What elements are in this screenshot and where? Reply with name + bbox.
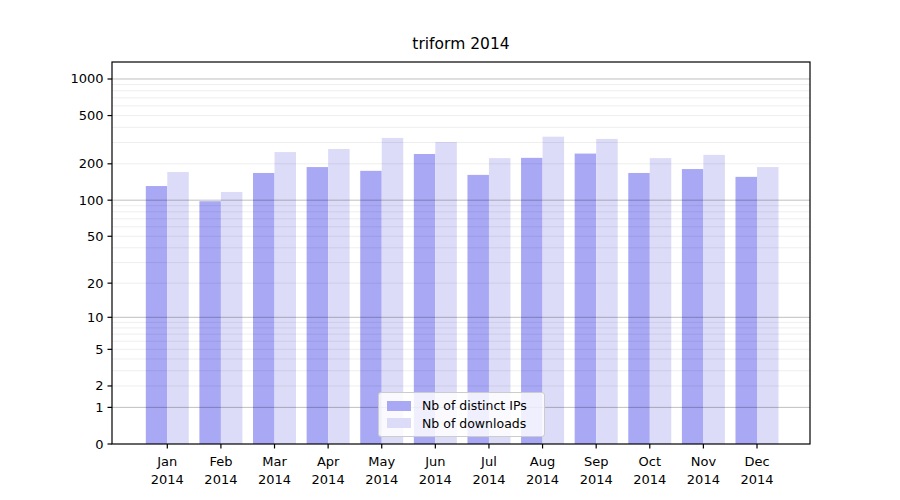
chart-title: triform 2014 [412, 35, 509, 53]
y-tick-label: 500 [79, 108, 104, 123]
bar-downloads-apr [328, 149, 350, 444]
legend: Nb of distinct IPs Nb of downloads [378, 392, 545, 437]
y-tick-label: 200 [79, 156, 104, 171]
bar-distinct-ips-nov [682, 169, 704, 444]
legend-swatch-distinct-ips [387, 401, 411, 411]
legend-item-distinct-ips: Nb of distinct IPs [387, 398, 540, 413]
y-tick-label: 2 [95, 378, 103, 393]
x-tick-label: Apr2014 [312, 454, 345, 487]
y-tick-label: 0 [95, 437, 103, 452]
bar-downloads-jan [167, 172, 189, 444]
y-tick-label: 20 [87, 276, 104, 291]
x-tick-label: Nov2014 [687, 454, 720, 487]
legend-label-downloads: Nb of downloads [422, 416, 526, 431]
bar-distinct-ips-dec [736, 177, 758, 444]
x-tick-label: Feb2014 [204, 454, 237, 487]
bar-downloads-nov [703, 155, 725, 444]
y-tick-label: 10 [87, 310, 104, 325]
x-tick-label: May2014 [365, 454, 398, 487]
x-tick-label: Mar2014 [258, 454, 291, 487]
x-tick-label: Jun2014 [419, 454, 452, 487]
bar-downloads-mar [275, 152, 297, 444]
x-tick-label: Sep2014 [580, 454, 613, 487]
bar-downloads-oct [650, 158, 672, 444]
bar-distinct-ips-jan [146, 186, 168, 444]
x-tick-label: Dec2014 [740, 454, 773, 487]
legend-label-distinct-ips: Nb of distinct IPs [422, 398, 527, 413]
bar-distinct-ips-mar [253, 173, 275, 444]
y-tick-label: 50 [87, 229, 104, 244]
y-tick-label: 5 [95, 342, 103, 357]
figure: 0 1 2 5 10 20 50 100 200 500 1000 Jan2014 Feb2014 Mar… [0, 0, 900, 500]
bar-distinct-ips-apr [307, 167, 329, 444]
legend-swatch-downloads [387, 418, 411, 428]
y-tick-label: 1000 [70, 71, 103, 86]
x-tick-label: Aug2014 [526, 454, 559, 487]
x-tick-label: Jul2014 [472, 454, 505, 487]
y-tick-label: 100 [79, 193, 104, 208]
bar-downloads-dec [757, 167, 779, 444]
bar-distinct-ips-oct [628, 173, 650, 444]
bar-downloads-feb [221, 192, 243, 444]
y-tick-label: 1 [95, 400, 103, 415]
bar-distinct-ips-sep [575, 154, 597, 444]
x-tick-label: Jan2014 [151, 454, 184, 487]
legend-item-downloads: Nb of downloads [387, 416, 540, 431]
bar-downloads-sep [596, 139, 618, 444]
bar-downloads-aug [543, 137, 565, 444]
x-tick-label: Oct2014 [633, 454, 666, 487]
